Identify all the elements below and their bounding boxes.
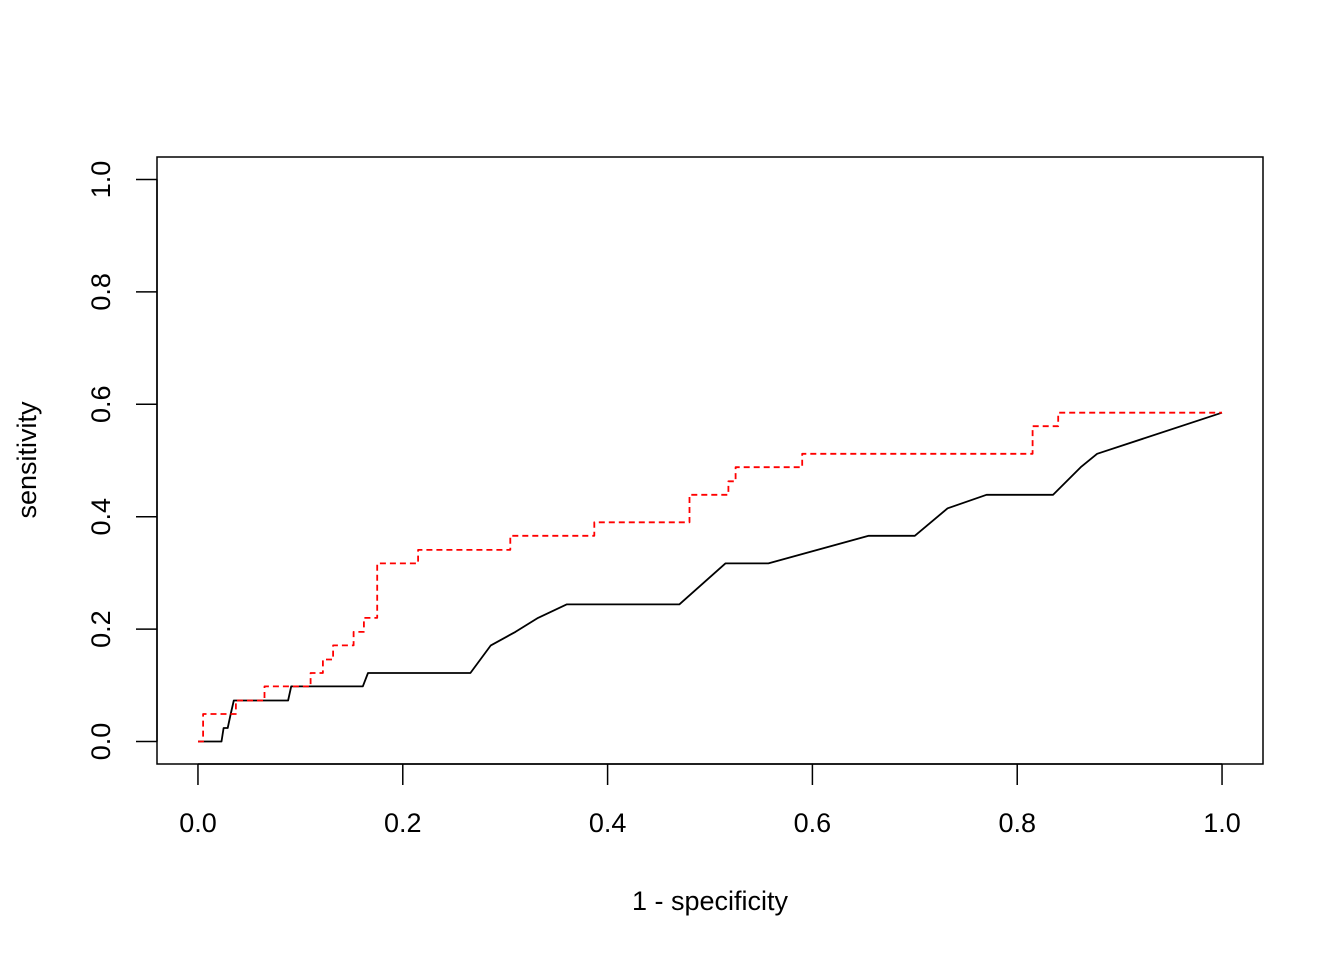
x-tick-label: 1.0 xyxy=(1203,808,1241,838)
y-tick-label: 0.0 xyxy=(86,723,116,761)
x-tick-label: 0.8 xyxy=(998,808,1036,838)
y-axis: 0.0 0.2 0.4 0.6 0.8 1.0 xyxy=(86,161,158,761)
x-tick-label: 0.0 xyxy=(179,808,217,838)
y-tick-label: 1.0 xyxy=(86,161,116,199)
y-axis-title: sensitivity xyxy=(12,401,42,519)
x-tick-label: 0.4 xyxy=(589,808,627,838)
series-line-solid xyxy=(198,411,1223,743)
series-layer xyxy=(198,411,1223,743)
x-axis: 0.0 0.2 0.4 0.6 0.8 1.0 xyxy=(179,763,1241,838)
y-tick-label: 0.8 xyxy=(86,273,116,311)
y-tick-label: 0.6 xyxy=(86,386,116,424)
x-tick-label: 0.2 xyxy=(384,808,422,838)
x-axis-title: 1 - specificity xyxy=(632,886,789,916)
y-tick-label: 0.2 xyxy=(86,610,116,648)
y-tick-label: 0.4 xyxy=(86,498,116,536)
series-line-dashed xyxy=(198,411,1222,743)
x-tick-label: 0.6 xyxy=(794,808,832,838)
